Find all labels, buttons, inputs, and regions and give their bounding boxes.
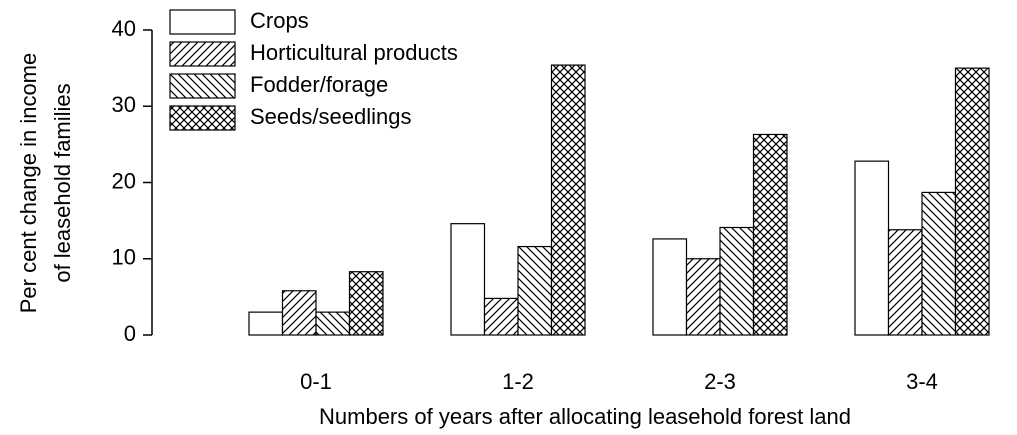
y-tick-label: 20 bbox=[112, 168, 136, 193]
x-tick-label: 2-3 bbox=[704, 369, 736, 394]
legend-swatch bbox=[169, 105, 236, 131]
bar bbox=[887, 229, 923, 336]
bar bbox=[517, 245, 553, 336]
bar bbox=[854, 160, 890, 336]
bar bbox=[315, 311, 351, 336]
x-axis-label: Numbers of years after allocating leaseh… bbox=[319, 404, 851, 429]
bar bbox=[652, 238, 688, 336]
bar bbox=[752, 133, 788, 336]
legend-label: Horticultural products bbox=[250, 40, 458, 65]
bar bbox=[954, 67, 990, 336]
x-tick-label: 1-2 bbox=[502, 369, 534, 394]
y-axis-label: Per cent change in income bbox=[16, 53, 41, 314]
legend-label: Fodder/forage bbox=[250, 72, 388, 97]
bar bbox=[281, 290, 317, 336]
bar bbox=[719, 226, 755, 336]
legend-swatch bbox=[169, 73, 236, 99]
y-tick-label: 40 bbox=[112, 16, 136, 41]
y-tick-label: 30 bbox=[112, 92, 136, 117]
x-tick-label: 0-1 bbox=[300, 369, 332, 394]
legend-label: Crops bbox=[250, 8, 309, 33]
bar bbox=[921, 191, 957, 336]
x-tick-label: 3-4 bbox=[906, 369, 938, 394]
legend-swatch bbox=[169, 41, 236, 67]
legend-label: Seeds/seedlings bbox=[250, 104, 411, 129]
bar bbox=[450, 223, 486, 336]
bar bbox=[483, 297, 519, 336]
y-tick-label: 0 bbox=[124, 321, 136, 346]
bar bbox=[348, 271, 384, 336]
y-axis-label: of leasehold families bbox=[50, 83, 75, 282]
bar bbox=[685, 258, 721, 336]
bar bbox=[248, 311, 284, 336]
y-tick-label: 10 bbox=[112, 245, 136, 270]
legend-swatch bbox=[169, 9, 236, 35]
bar bbox=[550, 64, 586, 336]
